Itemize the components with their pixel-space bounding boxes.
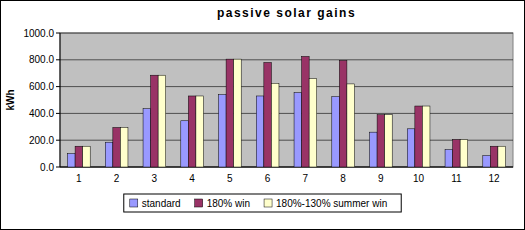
bar <box>75 146 83 167</box>
legend-label: 180% win <box>207 198 250 209</box>
bar <box>83 146 91 167</box>
grid-line <box>60 33 513 34</box>
bar <box>498 146 506 167</box>
bar <box>309 79 317 167</box>
bar <box>113 127 121 167</box>
grid-line <box>60 59 513 60</box>
legend-label: 180%-130% summer win <box>276 198 387 209</box>
x-tick-label: 7 <box>303 173 309 184</box>
bar <box>158 75 166 167</box>
bar <box>460 140 468 167</box>
plot-area <box>60 33 513 167</box>
bar <box>264 62 272 167</box>
chart: passive solar gains kWh 0.0 200.0 400.0 600.0… <box>0 0 525 230</box>
x-tick-label: 6 <box>265 173 271 184</box>
bar <box>234 59 242 167</box>
legend: standard 180% win 180%-130% summer win <box>124 194 401 212</box>
bar <box>385 115 393 167</box>
legend-swatch <box>130 199 138 207</box>
bar <box>453 140 461 167</box>
bars <box>68 56 506 167</box>
x-tick-label: 1 <box>76 173 82 184</box>
bar <box>143 109 151 167</box>
y-axis-label: kWh <box>5 89 16 110</box>
bar <box>256 96 264 167</box>
bar <box>120 127 128 167</box>
bar <box>377 115 385 167</box>
bar <box>483 156 491 167</box>
y-tick-label: 1000.0 <box>23 28 54 39</box>
y-axis <box>60 33 61 167</box>
y-tick-label: 200.0 <box>29 135 54 146</box>
bar <box>294 93 302 167</box>
x-tick-label: 9 <box>378 173 384 184</box>
y-tick-label: 800.0 <box>29 54 54 65</box>
bar <box>445 150 453 167</box>
grid-line <box>60 113 513 114</box>
legend-box <box>124 194 401 212</box>
bar <box>347 84 355 167</box>
bar <box>302 56 310 167</box>
legend-swatch <box>195 199 203 207</box>
y-tick <box>56 59 60 60</box>
bar <box>415 106 423 167</box>
bar <box>188 96 196 167</box>
legend-swatch <box>264 199 272 207</box>
bar <box>219 95 227 167</box>
bar <box>332 97 340 167</box>
legend-label: standard <box>142 198 181 209</box>
chart-border <box>1 1 525 230</box>
x-tick-label: 4 <box>189 173 195 184</box>
x-tick-label: 10 <box>413 173 425 184</box>
y-tick-label: 400.0 <box>29 108 54 119</box>
x-tick-label: 11 <box>451 173 462 184</box>
bar <box>271 83 279 167</box>
bar <box>226 59 234 167</box>
bar <box>407 129 415 167</box>
y-tick <box>56 167 60 168</box>
bar <box>196 96 204 167</box>
bar <box>370 132 378 167</box>
y-tick-label: 0.0 <box>40 162 54 173</box>
title: passive solar gains <box>217 6 356 20</box>
bar <box>68 154 76 167</box>
x-tick-label: 2 <box>114 173 120 184</box>
bar <box>151 75 159 167</box>
x-tick-label: 8 <box>340 173 346 184</box>
y-tick <box>56 86 60 87</box>
bar <box>105 142 113 167</box>
bar <box>181 121 189 167</box>
bar <box>339 60 347 167</box>
y-tick <box>56 140 60 141</box>
grid-line <box>60 86 513 87</box>
bar <box>422 106 430 167</box>
x-tick-label: 3 <box>152 173 158 184</box>
y-tick <box>56 113 60 114</box>
y-tick-label: 600.0 <box>29 81 54 92</box>
x-tick-label: 12 <box>489 173 501 184</box>
bar <box>490 146 498 167</box>
y-tick <box>56 33 60 34</box>
x-tick-label: 5 <box>227 173 233 184</box>
